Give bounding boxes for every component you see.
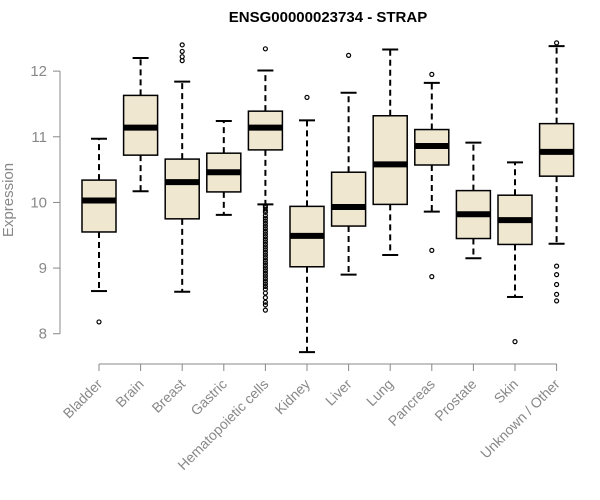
- box-group: [289, 94, 325, 354]
- outlier-point: [553, 263, 560, 269]
- outlier-point: [179, 42, 185, 48]
- outlier-point: [553, 291, 560, 297]
- box-group: [538, 40, 575, 304]
- outlier-point: [429, 71, 435, 77]
- outlier-point: [262, 307, 268, 313]
- outlier-point: [262, 241, 268, 248]
- y-axis: 8 9 10 11 12: [30, 63, 61, 343]
- outlier-point: [262, 215, 268, 221]
- outlier-point: [262, 295, 268, 301]
- outlier-point: [262, 244, 268, 250]
- outlier-point: [262, 233, 268, 240]
- y-tick-label: 10: [30, 194, 47, 211]
- box-group: [497, 161, 533, 345]
- x-tick-label: Skin: [491, 376, 522, 407]
- box-group: [247, 46, 284, 313]
- x-tick-label: Brain: [112, 376, 146, 410]
- outlier-point: [553, 298, 560, 304]
- box-group: [455, 141, 492, 260]
- outlier-point: [553, 281, 560, 288]
- box-group: [81, 137, 117, 325]
- outlier-point: [429, 274, 435, 280]
- outlier-point: [262, 223, 268, 229]
- outlier-point: [262, 249, 268, 255]
- outlier-point: [512, 339, 518, 345]
- outlier-point: [304, 94, 310, 100]
- y-tick-label: 12: [30, 63, 47, 80]
- box-iqr: [164, 158, 200, 220]
- x-tick-label: Prostate: [431, 376, 479, 424]
- x-tick-label: Kidney: [272, 376, 314, 418]
- outlier-point: [96, 319, 102, 325]
- outlier-point: [262, 260, 268, 266]
- outlier-point: [553, 40, 560, 46]
- outlier-point: [262, 231, 268, 237]
- outlier-point: [429, 247, 435, 253]
- outlier-point: [179, 54, 185, 60]
- box-group: [330, 52, 367, 276]
- outlier-point: [262, 273, 268, 279]
- outlier-point: [262, 254, 268, 261]
- outlier-point: [262, 265, 268, 271]
- box-group: [206, 120, 242, 216]
- outlier-point: [262, 236, 268, 242]
- box-group: [164, 42, 200, 293]
- outlier-point: [262, 212, 268, 219]
- x-tick-label: Unknown / Other: [477, 376, 563, 462]
- outlier-point: [262, 299, 268, 305]
- x-tick-label: Lung: [363, 376, 396, 409]
- outlier-point: [262, 226, 268, 232]
- outlier-point: [262, 278, 268, 284]
- y-tick-label: 11: [31, 129, 47, 146]
- outlier-point: [262, 268, 268, 274]
- x-tick-label: Breast: [148, 376, 188, 416]
- outlier-point: [262, 220, 268, 227]
- outlier-point: [262, 239, 268, 245]
- outlier-point: [262, 262, 268, 269]
- outlier-point: [262, 207, 268, 213]
- outlier-point: [262, 270, 268, 276]
- outlier-point: [262, 283, 268, 290]
- outlier-point: [262, 302, 268, 308]
- outlier-point: [262, 46, 268, 52]
- outlier-point: [346, 52, 352, 58]
- box-group: [414, 71, 450, 280]
- box-iqr: [372, 115, 408, 206]
- outlier-point: [262, 228, 268, 234]
- box-iqr: [81, 179, 117, 233]
- outlier-point: [262, 252, 268, 258]
- box-group: [372, 48, 408, 256]
- y-tick-label: 8: [39, 326, 47, 343]
- outlier-point: [262, 275, 268, 282]
- x-tick-label: Liver: [322, 376, 355, 409]
- outlier-point: [179, 48, 185, 55]
- box-group: [122, 56, 159, 193]
- x-tick-label: Bladder: [60, 376, 106, 422]
- outlier-point: [262, 257, 268, 263]
- chart-title: ENSG00000023734 - STRAP: [229, 9, 427, 26]
- outlier-point: [262, 218, 268, 224]
- boxes-layer: [81, 40, 575, 354]
- y-axis-label: Expression: [0, 163, 17, 237]
- y-tick-label: 9: [39, 260, 47, 277]
- outlier-point: [553, 272, 560, 278]
- outlier-point: [262, 209, 268, 215]
- outlier-point: [262, 281, 268, 287]
- outlier-point: [262, 247, 268, 253]
- box-iqr: [330, 171, 367, 227]
